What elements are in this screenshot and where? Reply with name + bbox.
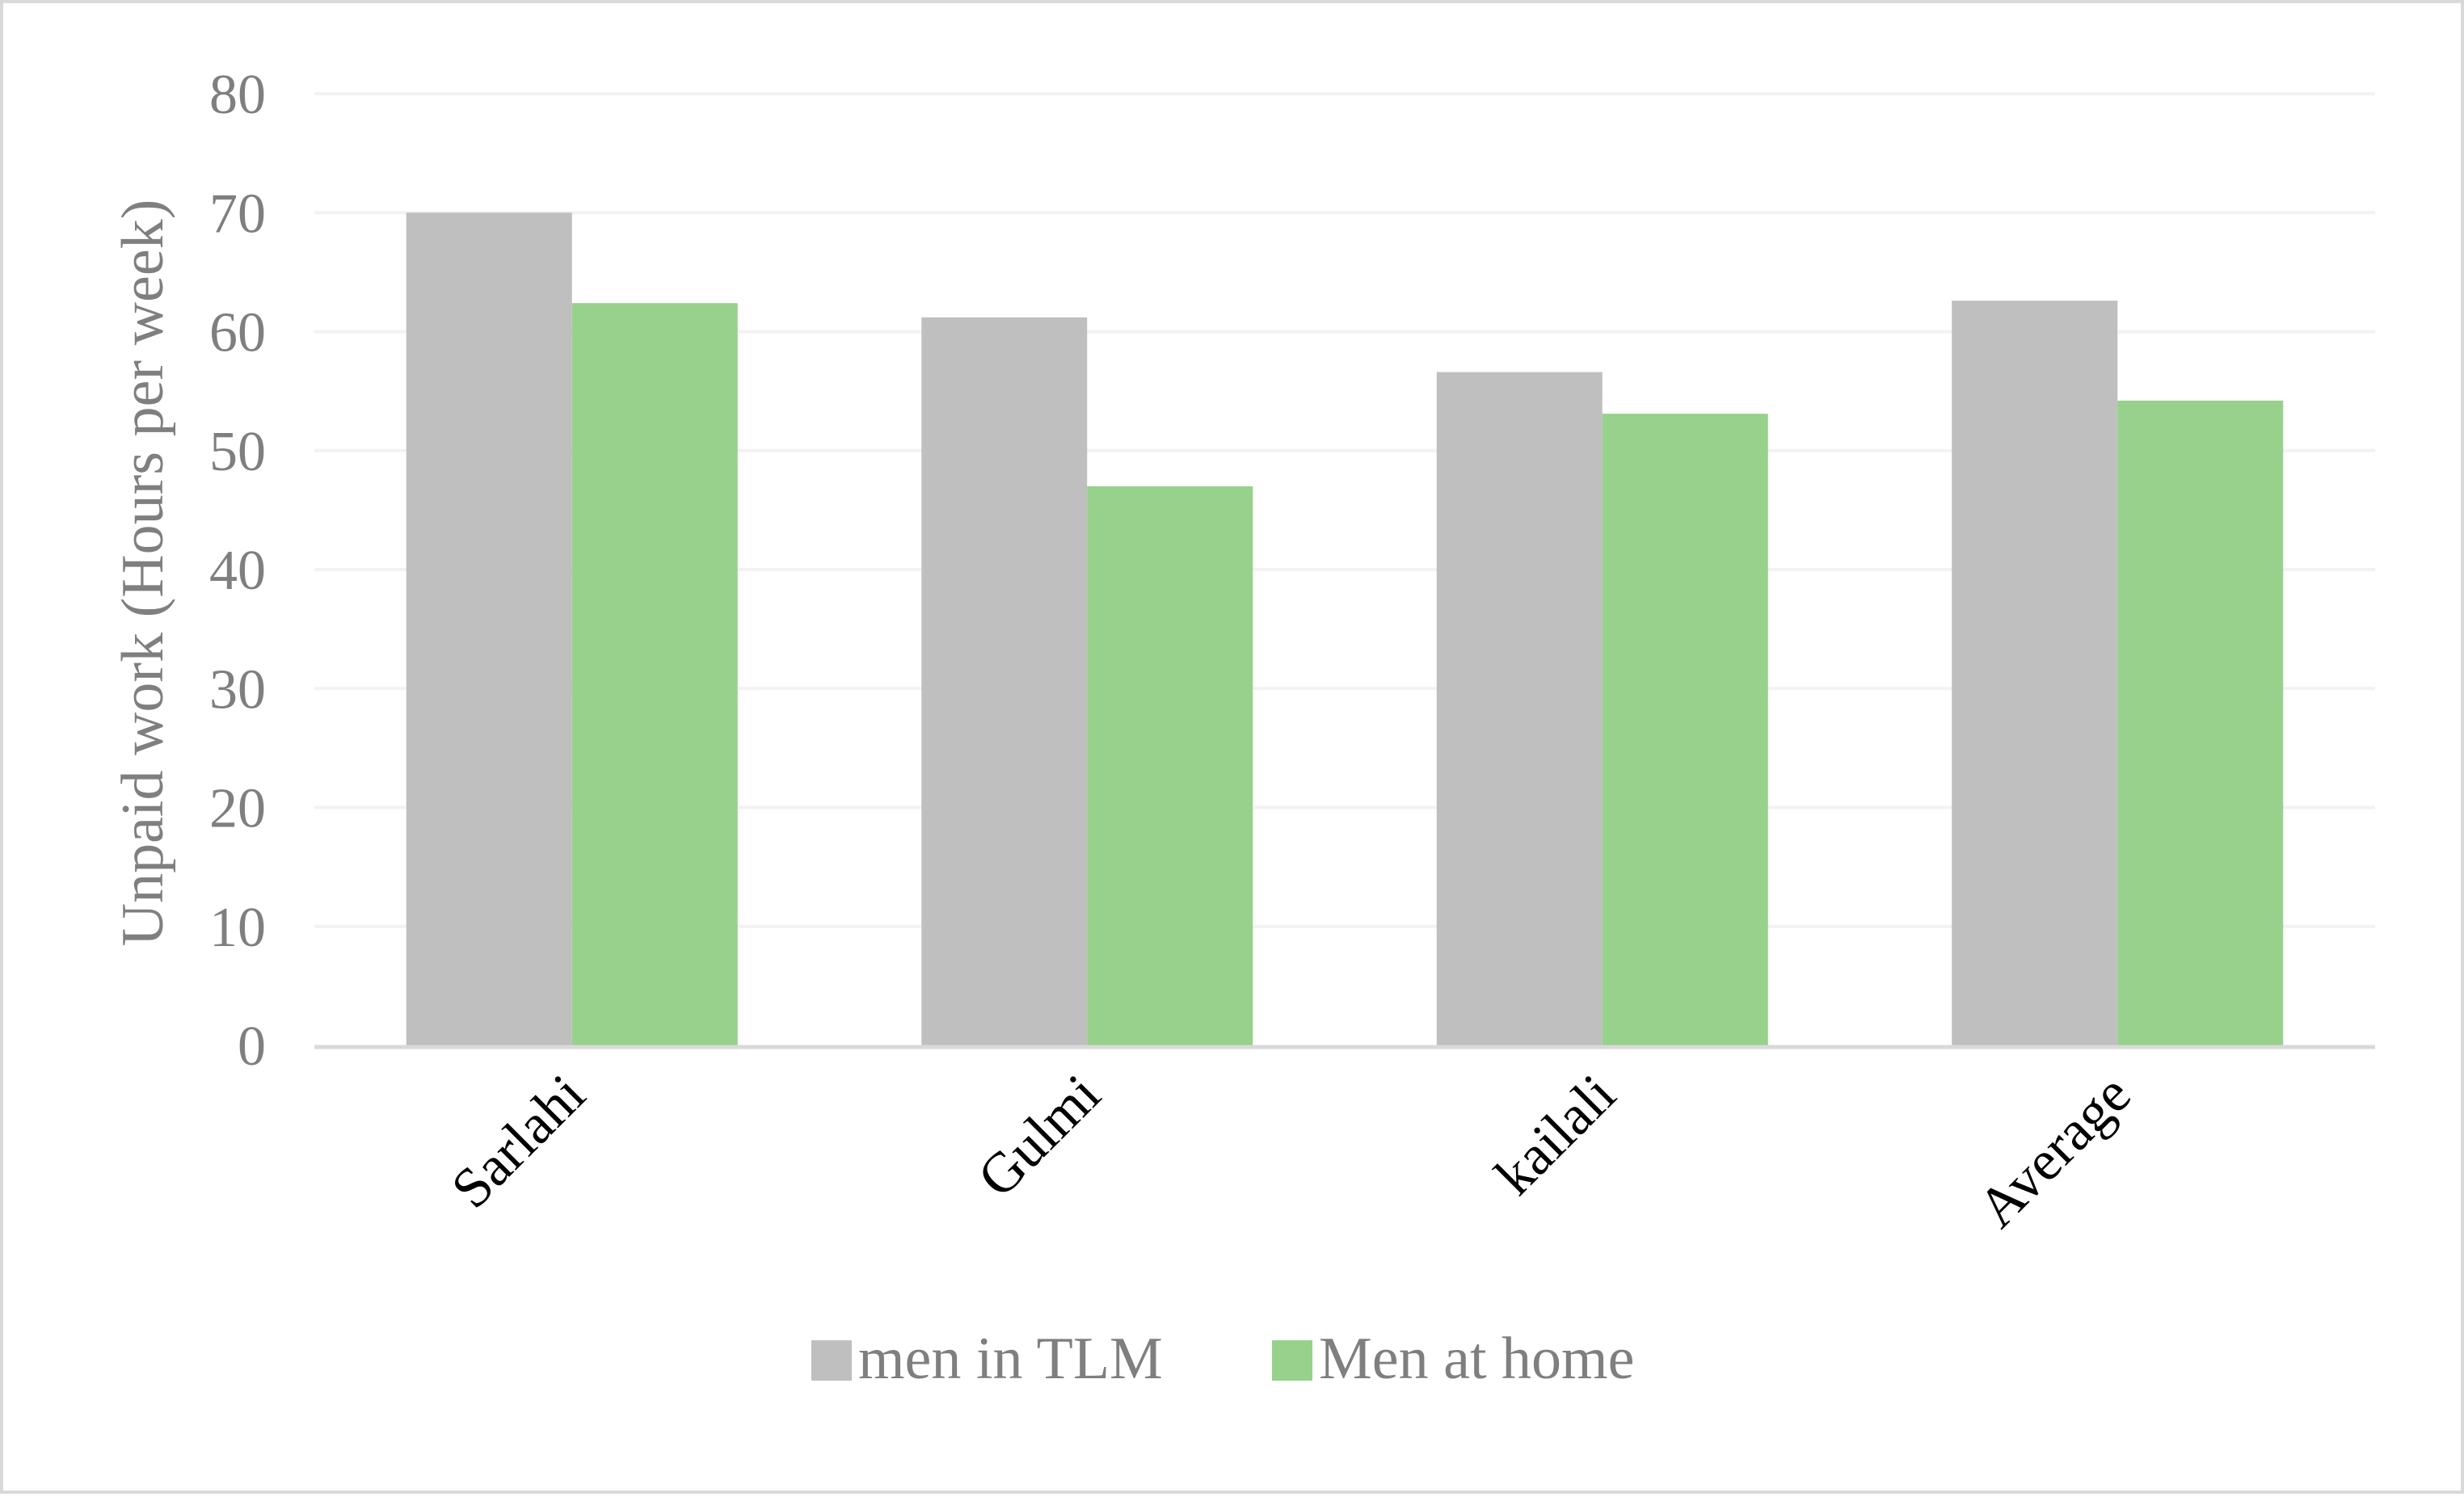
- bar-men-at-home-sarlahi: [571, 303, 738, 1045]
- legend-label: Men at home: [1319, 1326, 1634, 1392]
- y-tick-label: 30: [209, 658, 266, 721]
- y-axis-title: Unpaid work (Hours per week): [110, 200, 176, 947]
- bar-men-at-home-average: [2117, 400, 2284, 1045]
- y-tick-label: 60: [209, 302, 266, 364]
- y-tick-label: 70: [209, 183, 266, 245]
- y-tick-label: 0: [238, 1016, 266, 1078]
- bar-men-in-tlm-gulmi: [921, 317, 1088, 1046]
- bar-men-in-tlm-average: [1952, 301, 2118, 1046]
- y-tick-label: 10: [209, 897, 266, 959]
- x-category-label: Average: [1966, 1063, 2142, 1239]
- y-axis-tick-labels: 0 10 20 30 40 50 60 70 80: [209, 64, 266, 1078]
- legend-swatch: [811, 1340, 852, 1381]
- x-category-label: kailali: [1484, 1063, 1628, 1207]
- y-tick-label: 20: [209, 778, 266, 840]
- bar-chart: 0 10 20 30 40 50 60 70 80 Sarlahi Gulmi kailali Ave…: [110, 64, 2375, 1392]
- y-tick-label: 80: [209, 64, 266, 126]
- y-tick-label: 40: [209, 540, 266, 602]
- legend: men in TLM Men at home: [811, 1326, 1634, 1392]
- x-category-label: Sarlahi: [440, 1063, 597, 1221]
- bar-men-in-tlm-kailali: [1436, 372, 1603, 1045]
- legend-label: men in TLM: [858, 1326, 1163, 1392]
- x-axis-category-labels: Sarlahi Gulmi kailali Average: [440, 1063, 2142, 1239]
- bars: [406, 212, 2284, 1046]
- bar-men-in-tlm-sarlahi: [406, 212, 572, 1045]
- legend-swatch: [1272, 1340, 1312, 1381]
- y-tick-label: 50: [209, 421, 266, 483]
- x-category-label: Gulmi: [967, 1063, 1113, 1209]
- bar-men-at-home-gulmi: [1087, 486, 1253, 1045]
- bar-men-at-home-kailali: [1602, 414, 1768, 1045]
